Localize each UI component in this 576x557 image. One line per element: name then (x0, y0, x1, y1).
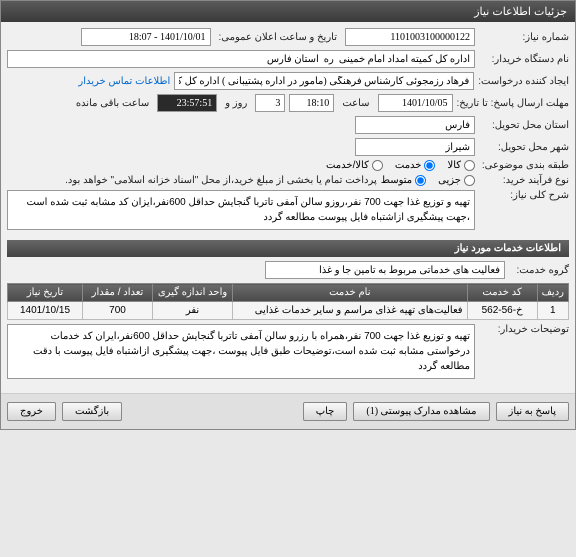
radio-motevaset[interactable] (415, 175, 426, 186)
td-code: خ-56-562 (467, 302, 537, 320)
window-title: جزئیات اطلاعات نیاز (474, 6, 567, 18)
group-field[interactable] (265, 261, 505, 279)
province-field[interactable] (355, 116, 475, 134)
services-table: ردیف کد خدمت نام خدمت واحد اندازه گیری ت… (7, 283, 569, 320)
details-window: جزئیات اطلاعات نیاز شماره نیاز: تاریخ و … (0, 0, 576, 430)
th-name: نام خدمت (233, 284, 468, 302)
buyer-notes-label: توضیحات خریدار: (479, 324, 569, 335)
radio-khadamat[interactable] (424, 160, 435, 171)
exit-button[interactable]: خروج (7, 402, 56, 421)
deadline-time-field[interactable] (289, 94, 334, 112)
buyer-notes-box: تهیه و توزیع غذا جهت 700 نفر،همراه با رز… (7, 324, 475, 379)
city-label: شهر محل تحویل: (479, 142, 569, 153)
process-type-radios: جزیی متوسط (381, 175, 475, 186)
day-label: روز و (221, 98, 251, 109)
radio-jozi-label[interactable]: جزیی (438, 175, 475, 186)
th-unit: واحد اندازه گیری (153, 284, 233, 302)
radio-kala-label[interactable]: کالا (447, 160, 475, 171)
th-row: ردیف (537, 284, 568, 302)
deadline-date-field[interactable] (378, 94, 453, 112)
days-field[interactable] (255, 94, 285, 112)
general-desc-label: شرح کلی نیاز: (479, 190, 569, 201)
need-number-field[interactable] (345, 28, 475, 46)
td-row: 1 (537, 302, 568, 320)
window-titlebar: جزئیات اطلاعات نیاز (1, 1, 575, 22)
th-code: کد خدمت (467, 284, 537, 302)
deadline-label: مهلت ارسال پاسخ: تا تاریخ: (457, 98, 569, 109)
announce-date-label: تاریخ و ساعت اعلان عمومی: (215, 32, 342, 43)
back-button[interactable]: بازگشت (62, 402, 122, 421)
td-unit: نفر (153, 302, 233, 320)
services-section-header: اطلاعات خدمات مورد نیاز (7, 240, 569, 257)
announce-date-field[interactable] (81, 28, 211, 46)
attachments-button[interactable]: مشاهده مدارک پیوستی (1) (353, 402, 489, 421)
footer-buttons: پاسخ به نیاز مشاهده مدارک پیوستی (1) چاپ… (1, 393, 575, 429)
table-header-row: ردیف کد خدمت نام خدمت واحد اندازه گیری ت… (8, 284, 569, 302)
print-button[interactable]: چاپ (303, 402, 348, 421)
th-date: تاریخ نیاز (8, 284, 83, 302)
subject-type-radios: کالا خدمت کالا/خدمت (326, 160, 475, 171)
subject-type-label: طبقه بندی موضوعی: (479, 160, 569, 171)
radio-khadamat-label[interactable]: خدمت (395, 160, 436, 171)
province-label: استان محل تحویل: (479, 120, 569, 131)
window-content: شماره نیاز: تاریخ و ساعت اعلان عمومی: نا… (1, 22, 575, 393)
payment-note: پرداخت تمام یا بخشی از مبلغ خرید،از محل … (65, 175, 377, 186)
radio-kala-khadamat[interactable] (372, 160, 383, 171)
radio-kala-khadamat-label[interactable]: کالا/خدمت (326, 160, 383, 171)
td-name: فعالیت‌های تهیه غذای مراسم و سایر خدمات … (233, 302, 468, 320)
requester-label: ایجاد کننده درخواست: (478, 76, 569, 87)
respond-button[interactable]: پاسخ به نیاز (496, 402, 570, 421)
td-date: 1401/10/15 (8, 302, 83, 320)
radio-motevaset-label[interactable]: متوسط (381, 175, 426, 186)
city-field[interactable] (355, 138, 475, 156)
radio-jozi[interactable] (464, 175, 475, 186)
td-qty: 700 (83, 302, 153, 320)
time-label: ساعت (338, 98, 373, 109)
general-desc-box: تهیه و توزیع غذا جهت 700 نفر،روزو سالن آ… (7, 190, 475, 230)
remaining-label: ساعت باقی مانده (72, 98, 153, 109)
countdown-field (157, 94, 217, 112)
process-type-label: نوع فرآیند خرید: (479, 175, 569, 186)
group-label: گروه خدمت: (509, 265, 569, 276)
radio-kala[interactable] (464, 160, 475, 171)
buyer-label: نام دستگاه خریدار: (479, 54, 569, 65)
requester-field[interactable] (174, 72, 474, 90)
need-number-label: شماره نیاز: (479, 32, 569, 43)
table-row[interactable]: 1 خ-56-562 فعالیت‌های تهیه غذای مراسم و … (8, 302, 569, 320)
th-qty: تعداد / مقدار (83, 284, 153, 302)
buyer-field[interactable] (7, 50, 475, 68)
contact-link[interactable]: اطلاعات تماس خریدار (78, 76, 170, 87)
